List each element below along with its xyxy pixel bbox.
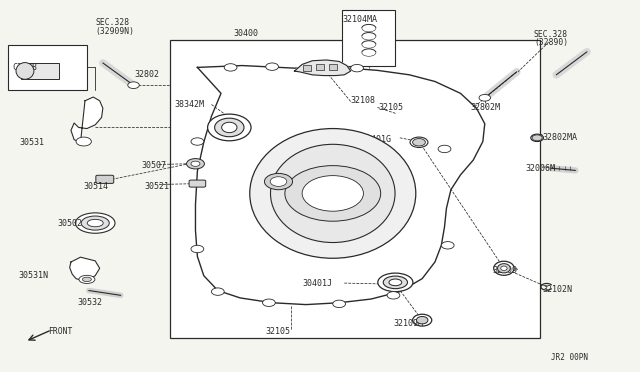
Circle shape (262, 299, 275, 307)
Text: 38342M: 38342M (174, 100, 204, 109)
Circle shape (387, 292, 400, 299)
Text: 30502: 30502 (57, 219, 82, 228)
Text: 32802: 32802 (135, 70, 160, 79)
Text: 30531N: 30531N (19, 271, 49, 280)
Text: 32104MA: 32104MA (342, 15, 378, 24)
Ellipse shape (16, 62, 34, 79)
Ellipse shape (531, 134, 543, 141)
Ellipse shape (413, 314, 432, 326)
Bar (329, 64, 337, 70)
Circle shape (438, 145, 451, 153)
Text: 30507: 30507 (141, 161, 166, 170)
Text: 32105: 32105 (266, 327, 291, 336)
Ellipse shape (378, 273, 413, 292)
Text: 32109M: 32109M (394, 320, 424, 328)
Bar (8, 45, 87, 90)
Ellipse shape (271, 144, 395, 243)
Ellipse shape (81, 216, 109, 230)
Ellipse shape (497, 264, 510, 273)
Circle shape (211, 288, 224, 295)
Ellipse shape (410, 137, 428, 147)
Text: 32102N: 32102N (542, 285, 572, 294)
Circle shape (479, 94, 490, 101)
FancyBboxPatch shape (96, 175, 114, 183)
Circle shape (532, 135, 542, 141)
Text: SEC.328: SEC.328 (534, 29, 568, 39)
Bar (316, 64, 324, 70)
Text: SEC.328: SEC.328 (95, 19, 129, 28)
Text: (32909N): (32909N) (95, 26, 134, 36)
Text: (32890): (32890) (534, 38, 568, 47)
Text: 30532: 30532 (77, 298, 102, 307)
Text: 30400: 30400 (234, 29, 259, 38)
Circle shape (351, 64, 364, 72)
Circle shape (76, 137, 92, 146)
Ellipse shape (389, 279, 402, 286)
Polygon shape (294, 60, 351, 76)
Text: 30401G: 30401G (362, 135, 392, 144)
Circle shape (270, 177, 287, 186)
Polygon shape (195, 65, 484, 305)
Circle shape (191, 161, 200, 166)
Text: 32006M: 32006M (525, 164, 556, 173)
Circle shape (191, 138, 204, 145)
Text: 32109: 32109 (492, 266, 517, 275)
Ellipse shape (207, 114, 251, 141)
Text: FRONT: FRONT (49, 327, 73, 336)
Circle shape (224, 64, 237, 71)
Bar (303, 65, 311, 71)
FancyBboxPatch shape (21, 62, 60, 79)
Circle shape (333, 300, 346, 308)
Polygon shape (70, 257, 100, 280)
Ellipse shape (83, 277, 92, 282)
Text: 32802M: 32802M (470, 103, 500, 112)
Ellipse shape (493, 261, 514, 275)
Circle shape (186, 158, 204, 169)
Circle shape (264, 173, 292, 190)
Ellipse shape (76, 213, 115, 233)
Polygon shape (71, 97, 103, 142)
Text: 32802MA: 32802MA (542, 133, 577, 142)
Text: 30514: 30514 (84, 182, 109, 190)
Circle shape (128, 82, 140, 89)
Text: C2118: C2118 (12, 63, 37, 72)
Text: 30521: 30521 (145, 182, 170, 191)
Text: 32105: 32105 (379, 103, 404, 112)
Ellipse shape (221, 122, 237, 133)
Text: 32108: 32108 (351, 96, 376, 105)
Ellipse shape (417, 317, 428, 324)
Ellipse shape (79, 275, 95, 283)
Circle shape (442, 241, 454, 249)
Circle shape (191, 245, 204, 253)
Bar (170, 39, 540, 338)
Circle shape (413, 138, 426, 146)
Text: JR2 00PN: JR2 00PN (551, 353, 588, 362)
Text: 30531: 30531 (20, 138, 45, 147)
Text: 30401J: 30401J (302, 279, 332, 288)
Bar (342, 10, 396, 65)
Ellipse shape (250, 129, 416, 258)
Ellipse shape (500, 266, 507, 270)
Circle shape (266, 63, 278, 70)
Circle shape (285, 166, 381, 221)
FancyBboxPatch shape (189, 180, 205, 187)
Circle shape (302, 176, 364, 211)
Ellipse shape (214, 118, 244, 137)
Ellipse shape (383, 276, 408, 289)
Ellipse shape (87, 219, 103, 227)
